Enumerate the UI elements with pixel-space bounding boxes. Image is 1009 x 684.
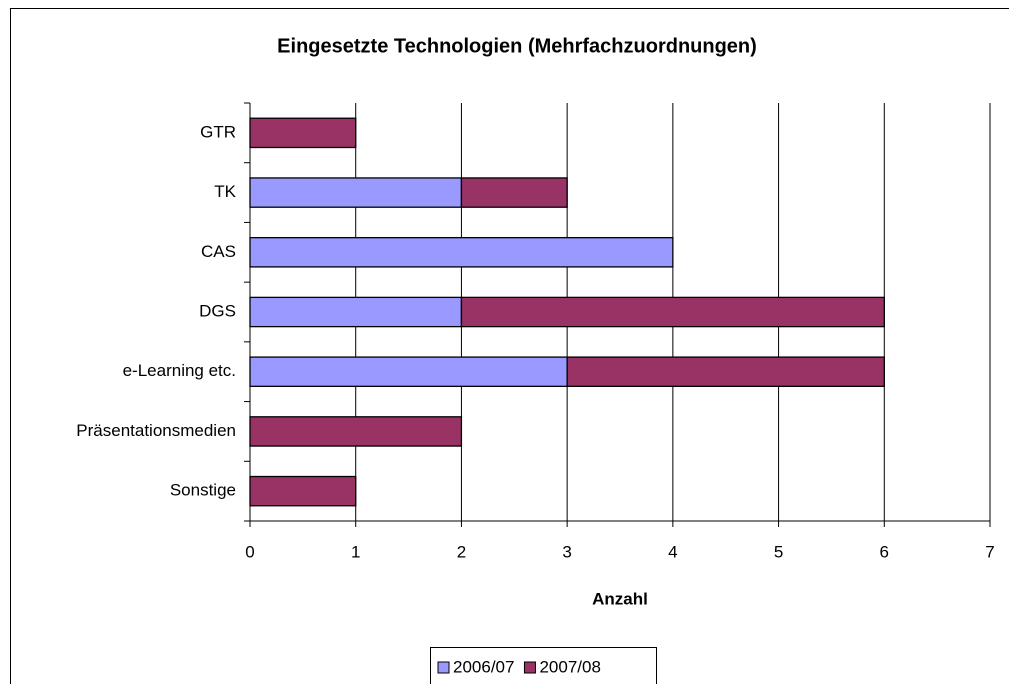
y-tick-label: GTR: [200, 122, 236, 141]
bar-segment: [460, 296, 885, 328]
x-tick-label: 6: [880, 542, 889, 561]
y-tick-label: TK: [214, 182, 236, 201]
x-tick-label: 1: [351, 542, 360, 561]
y-tick-label: DGS: [199, 301, 236, 320]
x-tick-label: 7: [985, 542, 994, 561]
bar-segment: [249, 475, 357, 507]
x-tick-label: 5: [774, 542, 783, 561]
y-tick-label: Präsentationsmedien: [76, 421, 236, 440]
legend-label: 2006/07: [453, 657, 514, 676]
x-axis-label: Anzahl: [592, 589, 648, 608]
legend-box: [430, 647, 657, 684]
y-tick-label: Sonstige: [170, 481, 236, 500]
bar-segment: [249, 356, 568, 387]
x-tick-label: 4: [668, 542, 677, 561]
bar-segment: [249, 237, 674, 268]
bar-segment: [460, 177, 568, 208]
bar-segment: [249, 177, 463, 208]
bar-segment: [566, 356, 885, 387]
legend-swatch: [437, 661, 450, 674]
x-tick-label: 2: [457, 542, 466, 561]
legend: 2006/07 2007/08: [430, 647, 657, 684]
y-tick-label: e-Learning etc.: [123, 361, 236, 380]
legend-swatch: [523, 661, 536, 674]
x-tick-label: 0: [245, 542, 254, 561]
legend-label: 2007/08: [539, 657, 600, 676]
chart-frame: [10, 8, 1009, 684]
bar-segment: [249, 296, 463, 328]
y-tick-label: CAS: [201, 242, 236, 261]
x-tick-label: 3: [562, 542, 571, 561]
bar-segment: [249, 117, 357, 149]
chart-title: Eingesetzte Technologien (Mehrfachzuordn…: [277, 35, 757, 57]
bar-segment: [249, 416, 463, 447]
